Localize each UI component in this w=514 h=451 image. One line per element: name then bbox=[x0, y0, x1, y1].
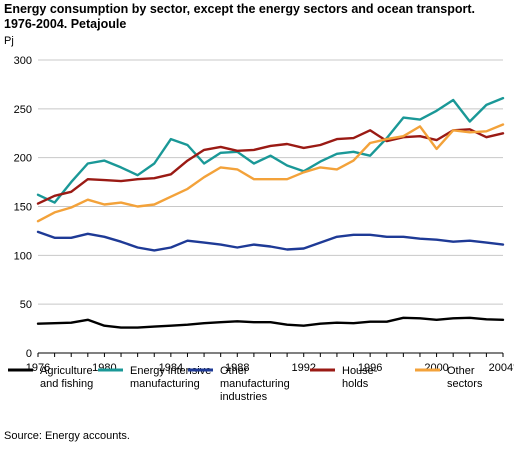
legend-label: manufacturing bbox=[220, 378, 290, 390]
y-tick-label: 250 bbox=[14, 104, 32, 116]
legend-label: Agriculture bbox=[40, 365, 93, 377]
legend-label: sectors bbox=[447, 378, 483, 390]
y-tick-label: 100 bbox=[14, 250, 32, 262]
legend-label: manufacturing bbox=[130, 378, 200, 390]
gridlines bbox=[38, 59, 503, 354]
y-tick-label: 200 bbox=[14, 153, 32, 165]
y-axis-ticks: 0 50 100 150 200 250 300 bbox=[14, 55, 32, 360]
x-tick-label: 2000 bbox=[424, 362, 448, 374]
legend-item-households: House-holds bbox=[310, 365, 378, 390]
x-tick-label: 1996 bbox=[358, 362, 382, 374]
legend-label: holds bbox=[342, 378, 369, 390]
x-tick-label: 1980 bbox=[92, 362, 116, 374]
legend-label: Other bbox=[220, 365, 248, 377]
chart-title-line-1: Energy consumption by sector, except the… bbox=[4, 2, 475, 16]
y-tick-label: 50 bbox=[20, 299, 32, 311]
series-line-households bbox=[36, 128, 505, 205]
y-tick-label: 150 bbox=[14, 202, 32, 214]
y-tick-label: 300 bbox=[14, 55, 32, 67]
legend-label: and fishing bbox=[40, 378, 93, 390]
series-line-energy-intensive-manufacturing bbox=[36, 96, 505, 204]
series-line-agriculture-and-fishing bbox=[36, 316, 505, 329]
chart-title-line-2: 1976-2004. Petajoule bbox=[4, 17, 127, 31]
y-axis-label: Pj bbox=[4, 35, 14, 47]
x-tick-label: 2004* bbox=[489, 362, 514, 374]
chart-title: Energy consumption by sector, except the… bbox=[4, 2, 510, 32]
x-tick-label: 1992 bbox=[291, 362, 315, 374]
legend-label: Other bbox=[447, 365, 475, 377]
legend-label: Energy intensive bbox=[130, 365, 211, 377]
legend-label: industries bbox=[220, 391, 268, 403]
y-tick-label: 0 bbox=[26, 348, 32, 360]
source-note: Source: Energy accounts. bbox=[4, 430, 130, 442]
x-tick-label: 1984 bbox=[159, 362, 183, 374]
series-lines bbox=[36, 96, 505, 329]
x-tick-label: 1988 bbox=[225, 362, 249, 374]
series-line-other-sectors bbox=[36, 123, 505, 223]
series-line-other-manufacturing-industries bbox=[36, 230, 505, 252]
legend-label: House- bbox=[342, 365, 378, 377]
